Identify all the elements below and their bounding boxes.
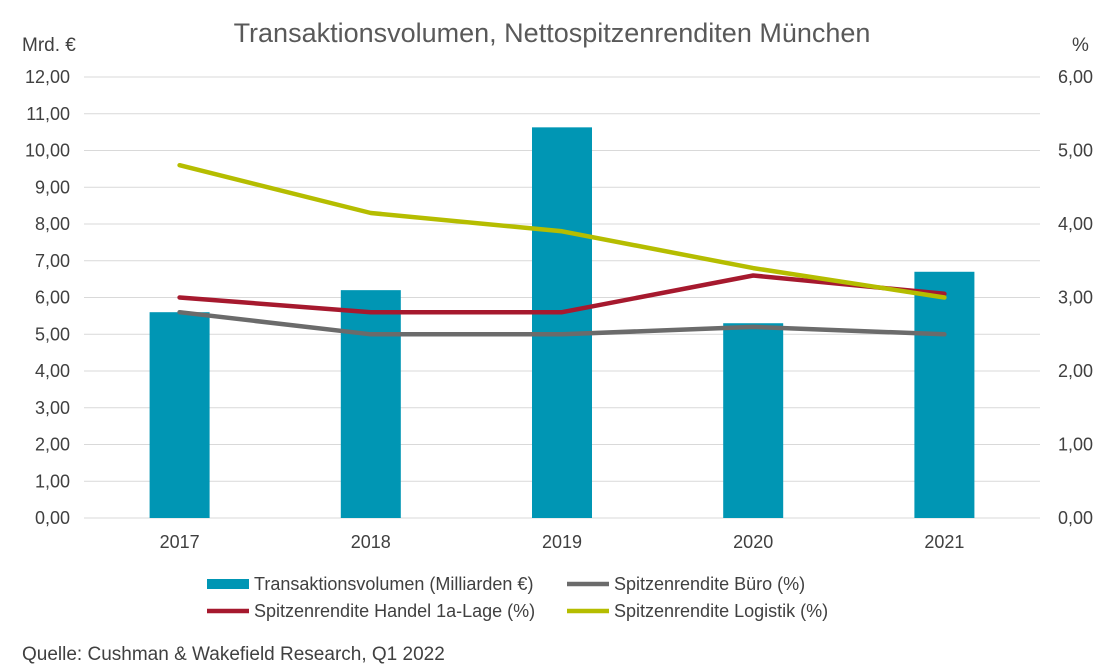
legend-label: Spitzenrendite Logistik (%) — [614, 601, 828, 621]
bar-series — [149, 127, 975, 518]
left-axis-unit: Mrd. € — [22, 35, 76, 56]
left-tick-label: 9,00 — [35, 177, 70, 197]
right-axis-ticks: 0,00 1,00 2,00 3,00 4,00 5,00 6,00 — [1058, 67, 1093, 528]
source-note: Quelle: Cushman & Wakefield Research, Q1… — [22, 644, 445, 665]
legend-label: Transaktionsvolumen (Milliarden €) — [254, 574, 533, 594]
legend-label: Spitzenrendite Büro (%) — [614, 574, 805, 594]
left-tick-label: 8,00 — [35, 214, 70, 234]
left-tick-label: 4,00 — [35, 361, 70, 381]
right-tick-label: 5,00 — [1058, 141, 1093, 161]
legend: Transaktionsvolumen (Milliarden €) Spitze… — [207, 574, 828, 621]
x-tick-label: 2021 — [924, 532, 964, 552]
right-axis-unit: % — [1072, 35, 1089, 56]
chart-title: Transaktionsvolumen, Nettospitzenrendite… — [234, 18, 871, 48]
left-tick-label: 10,00 — [25, 141, 70, 161]
left-tick-label: 0,00 — [35, 508, 70, 528]
bar-2019 — [532, 127, 592, 518]
left-axis-ticks: 0,00 1,00 2,00 3,00 4,00 5,00 6,00 7,00 8,00 9,00… — [25, 67, 70, 528]
x-tick-label: 2018 — [351, 532, 391, 552]
left-tick-label: 6,00 — [35, 288, 70, 308]
left-tick-label: 5,00 — [35, 324, 70, 344]
right-tick-label: 3,00 — [1058, 288, 1093, 308]
bar-2021 — [914, 271, 975, 518]
right-tick-label: 2,00 — [1058, 361, 1093, 381]
right-tick-label: 4,00 — [1058, 214, 1093, 234]
left-tick-label: 2,00 — [35, 435, 70, 455]
left-tick-label: 7,00 — [35, 251, 70, 271]
bar-2020 — [723, 323, 784, 518]
right-tick-label: 1,00 — [1058, 435, 1093, 455]
x-tick-label: 2020 — [733, 532, 773, 552]
bar-2017 — [149, 312, 210, 518]
line-series — [177, 162, 947, 337]
bar-2018 — [340, 290, 401, 518]
left-tick-label: 11,00 — [26, 104, 70, 124]
left-tick-label: 12,00 — [25, 67, 70, 87]
left-tick-label: 1,00 — [35, 471, 70, 491]
right-tick-label: 6,00 — [1058, 67, 1093, 87]
left-tick-label: 3,00 — [35, 398, 70, 418]
x-tick-label: 2019 — [542, 532, 582, 552]
right-tick-label: 0,00 — [1058, 508, 1093, 528]
legend-swatch — [207, 579, 249, 589]
x-axis-ticks: 2017 2018 2019 2020 2021 — [160, 532, 965, 552]
legend-label: Spitzenrendite Handel 1a-Lage (%) — [254, 601, 535, 621]
x-tick-label: 2017 — [160, 532, 200, 552]
